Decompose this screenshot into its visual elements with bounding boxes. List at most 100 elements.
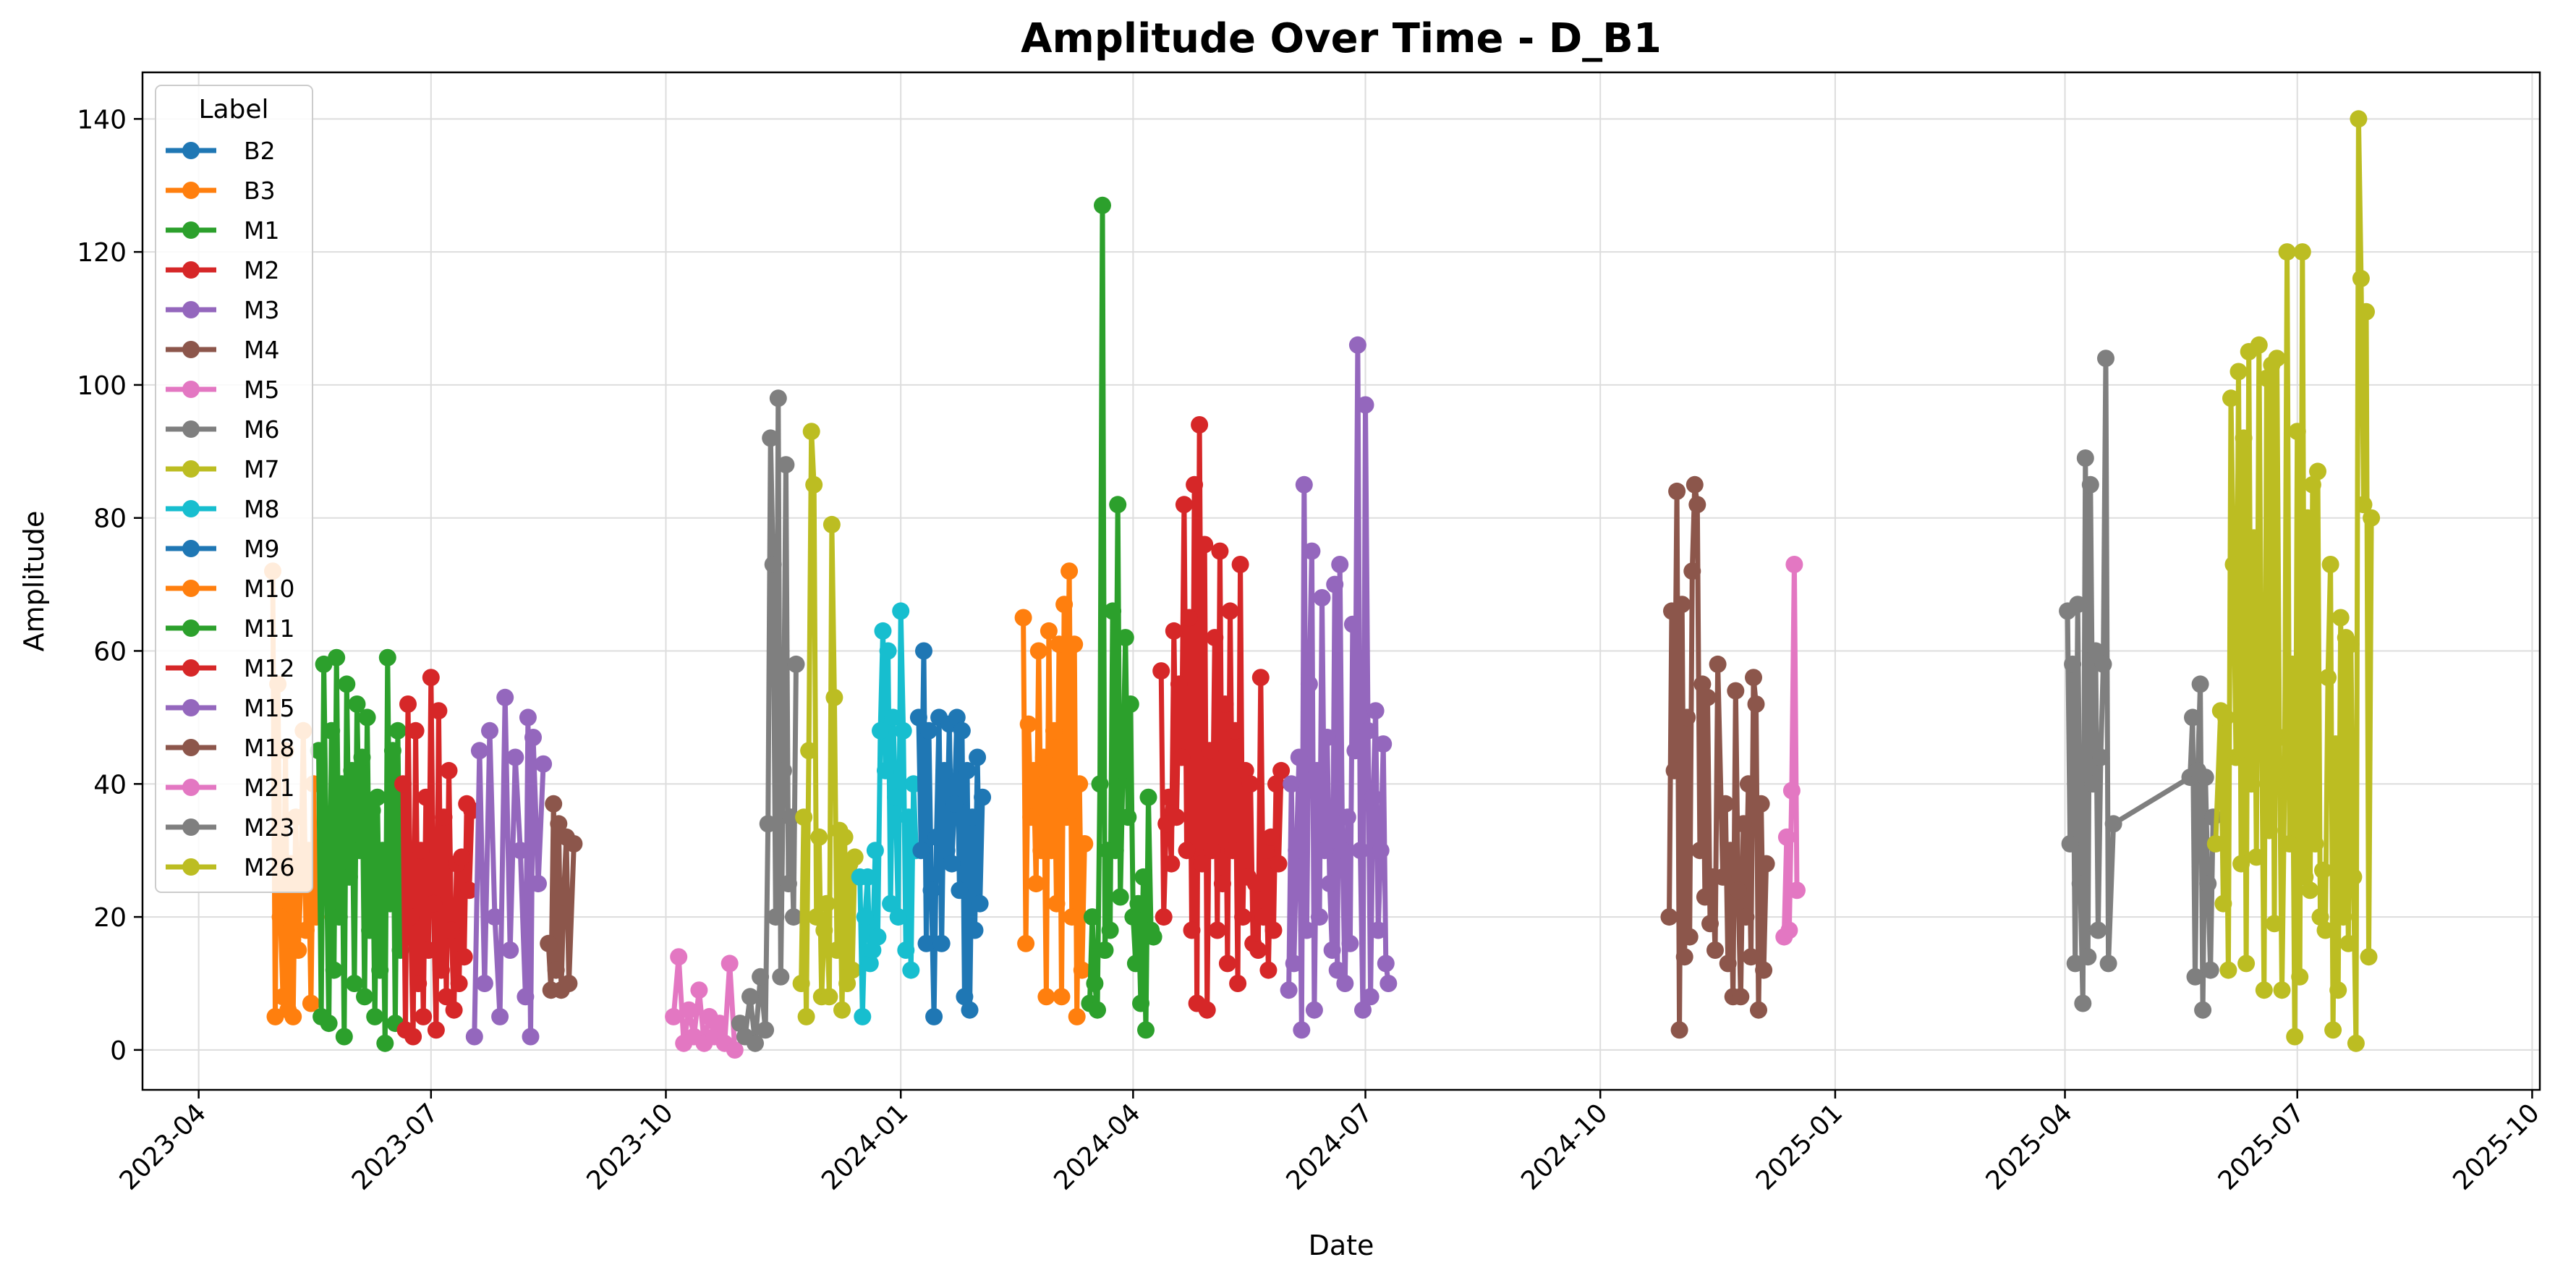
data-point [864, 941, 882, 959]
data-point [2201, 961, 2219, 979]
data-point [318, 842, 336, 860]
series-m8 [851, 602, 925, 1025]
data-point [759, 815, 777, 833]
data-point [1259, 961, 1278, 979]
data-point [1777, 828, 1795, 846]
data-point [822, 515, 841, 533]
data-point [2309, 462, 2326, 481]
data-point [1096, 941, 1114, 959]
data-point [1254, 908, 1272, 926]
data-point [2066, 955, 2084, 973]
legend-label: M26 [244, 853, 294, 881]
legend-item-m2: M2 [166, 256, 279, 284]
legend-item-m11: M11 [166, 614, 294, 643]
data-point [2232, 855, 2250, 873]
data-point [854, 1007, 872, 1025]
legend-swatch-marker [182, 779, 200, 796]
data-point [1241, 775, 1259, 793]
data-point [1323, 941, 1341, 959]
data-point [2283, 655, 2301, 673]
data-point [2266, 915, 2283, 933]
data-point [828, 941, 846, 959]
data-point [2293, 243, 2311, 261]
data-point [1377, 955, 1395, 973]
data-point [1058, 808, 1076, 826]
data-point [1034, 748, 1053, 766]
series-m26 [2206, 110, 2381, 1052]
data-point [1221, 602, 1239, 620]
data-point [1091, 775, 1109, 793]
data-point [1732, 988, 1750, 1006]
series-line [545, 801, 577, 993]
data-point [2311, 908, 2329, 926]
data-point [2079, 948, 2097, 966]
data-point [1717, 795, 1735, 813]
data-point [2298, 509, 2316, 527]
data-point [1290, 748, 1308, 766]
data-point [1328, 961, 1346, 979]
data-point [1014, 609, 1032, 627]
data-point [2245, 529, 2263, 547]
data-point [340, 868, 358, 886]
data-point [1680, 928, 1699, 946]
data-point [1047, 894, 1066, 913]
data-point [455, 948, 473, 966]
legend-item-b3: B3 [166, 177, 276, 205]
data-point [565, 835, 583, 852]
data-point [1218, 955, 1236, 973]
data-point [2069, 596, 2087, 614]
data-point [1300, 675, 1318, 693]
data-point [1055, 596, 1074, 614]
data-point [1755, 961, 1773, 979]
data-point [1780, 921, 1798, 939]
data-point [1311, 908, 1328, 926]
data-point [866, 842, 884, 860]
legend-swatch-marker [182, 540, 200, 557]
data-point [1318, 729, 1336, 746]
data-point [1086, 975, 1104, 992]
data-point [1709, 655, 1727, 673]
data-point [807, 908, 825, 926]
data-point [2291, 968, 2309, 986]
data-point [2194, 1001, 2212, 1019]
data-point [1321, 875, 1339, 893]
data-point [2258, 369, 2276, 387]
series-line [2065, 355, 2216, 1013]
legend-item-m4: M4 [166, 336, 279, 364]
data-point [884, 708, 902, 727]
data-point [435, 808, 453, 826]
data-point [1714, 868, 1732, 886]
data-point [1257, 842, 1275, 860]
data-point [953, 721, 971, 740]
data-point [762, 429, 780, 447]
data-point [1251, 669, 1270, 687]
data-point [2296, 868, 2314, 886]
data-point [1686, 475, 1704, 494]
data-point [1683, 562, 1701, 580]
data-point [2089, 921, 2107, 939]
data-point [951, 881, 969, 900]
data-point [1668, 482, 1686, 500]
data-point [1191, 416, 1209, 433]
legend-item-m18: M18 [166, 734, 294, 762]
data-point [1338, 808, 1356, 826]
data-point [1670, 1021, 1688, 1039]
data-point [1114, 761, 1132, 779]
data-point [1170, 675, 1188, 693]
data-point [772, 968, 790, 986]
data-point [361, 921, 379, 939]
data-point [1040, 622, 1058, 640]
data-point [1752, 795, 1770, 813]
data-point [1198, 1001, 1216, 1019]
data-point [1139, 788, 1157, 806]
data-point [1224, 842, 1241, 860]
data-point [1359, 721, 1377, 740]
data-point [2350, 110, 2368, 128]
data-point [1042, 842, 1060, 860]
y-tick-label: 0 [110, 1036, 127, 1066]
data-point [368, 788, 386, 806]
data-point [966, 921, 984, 939]
data-point [1193, 855, 1211, 873]
data-point [785, 908, 802, 926]
series-m4 [540, 795, 583, 999]
